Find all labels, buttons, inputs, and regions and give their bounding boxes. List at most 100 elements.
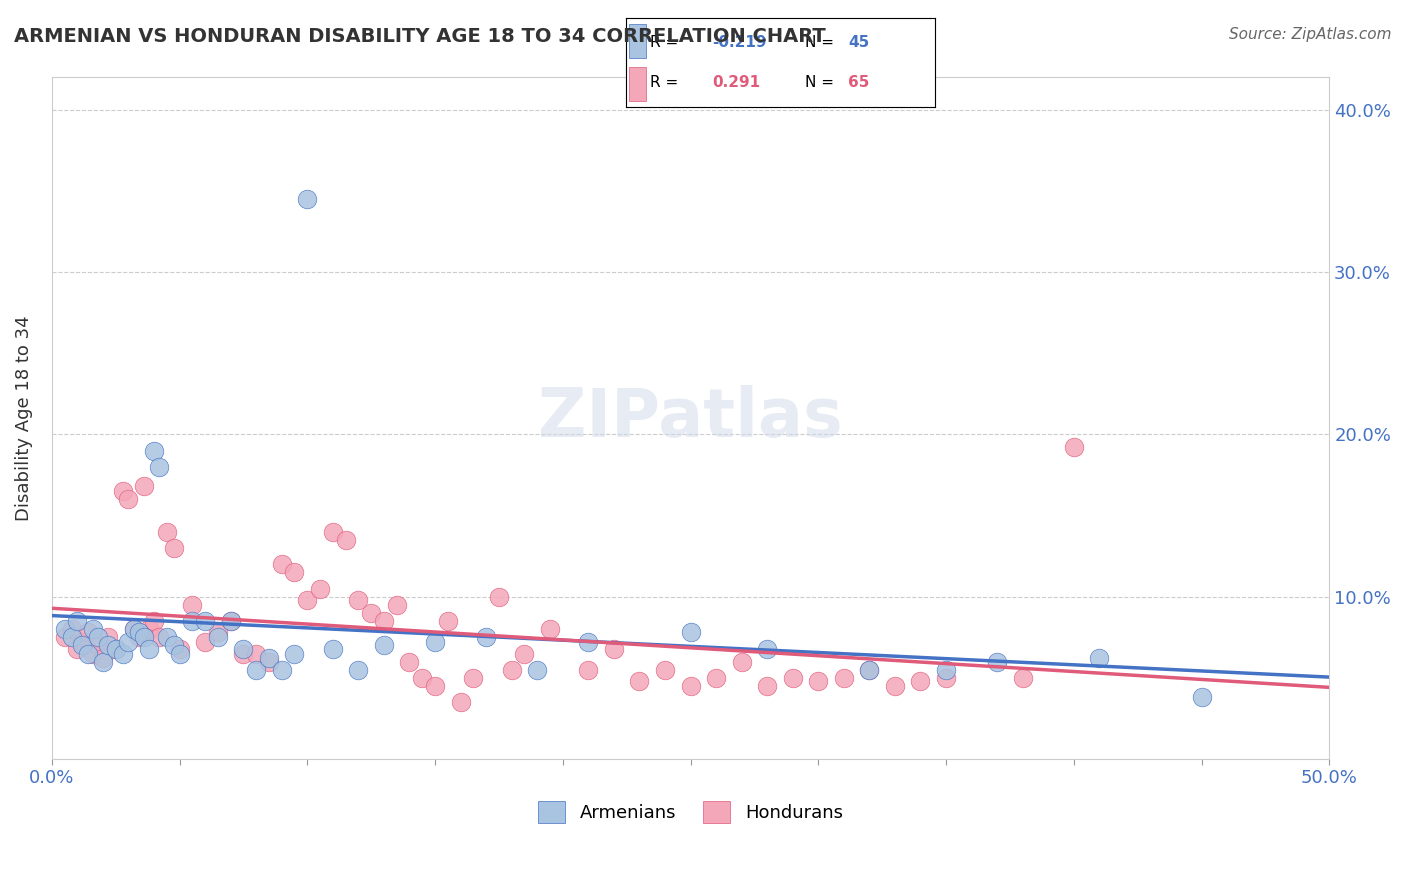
Point [782,671,804,685]
Point [283,566,305,580]
Text: ZIPatlas: ZIPatlas [538,385,842,451]
Point [283,647,305,661]
Point [148,459,170,474]
Point [112,647,135,661]
Text: N =: N = [806,36,839,50]
Point [501,663,523,677]
Point [986,655,1008,669]
Point [128,630,150,644]
Point [347,663,370,677]
Text: N =: N = [806,75,839,89]
Point [128,625,150,640]
Y-axis label: Disability Age 18 to 34: Disability Age 18 to 34 [15,316,32,521]
Point [576,663,599,677]
Point [122,622,145,636]
Point [270,558,292,572]
Point [122,622,145,636]
Point [679,625,702,640]
Point [730,655,752,669]
Point [858,663,880,677]
Point [169,641,191,656]
Point [373,614,395,628]
Point [756,679,779,693]
Point [858,663,880,677]
Point [87,630,110,644]
Legend: Armenians, Hondurans: Armenians, Hondurans [529,792,852,831]
Point [475,630,498,644]
Point [163,541,186,555]
Point [270,663,292,677]
Point [66,641,89,656]
Point [411,671,433,685]
Point [488,590,510,604]
Point [347,593,370,607]
Point [232,647,254,661]
Text: Source: ZipAtlas.com: Source: ZipAtlas.com [1229,27,1392,42]
Point [142,614,165,628]
Point [53,622,76,636]
Text: ARMENIAN VS HONDURAN DISABILITY AGE 18 TO 34 CORRELATION CHART: ARMENIAN VS HONDURAN DISABILITY AGE 18 T… [14,27,825,45]
Text: 65: 65 [848,75,870,89]
Point [297,192,319,206]
Point [53,630,76,644]
Point [257,655,280,669]
Point [194,635,217,649]
Point [91,651,114,665]
Text: R =: R = [651,36,683,50]
FancyBboxPatch shape [628,24,645,58]
Point [297,593,319,607]
Point [72,639,94,653]
Point [538,622,561,636]
Point [232,641,254,656]
Point [138,622,160,636]
Point [436,614,458,628]
Point [117,635,139,649]
Text: 45: 45 [848,36,870,50]
Point [169,647,191,661]
Point [335,533,357,547]
Point [97,639,120,653]
Point [603,641,626,656]
Point [245,663,267,677]
Point [309,582,332,596]
Point [181,598,204,612]
Point [207,630,229,644]
Point [450,695,472,709]
Point [679,679,702,693]
Point [360,606,382,620]
Point [883,679,905,693]
Point [112,484,135,499]
Point [385,598,408,612]
Point [935,671,957,685]
Point [148,630,170,644]
Point [163,639,186,653]
Point [1088,651,1111,665]
Point [72,635,94,649]
Point [219,614,242,628]
Point [1191,690,1213,705]
Text: 0.291: 0.291 [713,75,761,89]
Point [1063,441,1085,455]
Point [60,630,83,644]
Point [423,679,446,693]
Point [513,647,536,661]
Point [245,647,267,661]
Point [132,630,155,644]
Point [654,663,676,677]
Point [704,671,727,685]
Point [76,647,98,661]
Point [66,614,89,628]
Point [207,625,229,640]
Point [132,479,155,493]
Point [398,655,420,669]
Point [82,622,104,636]
Point [1011,671,1033,685]
Point [463,671,485,685]
Point [87,639,110,653]
Point [373,639,395,653]
Point [423,635,446,649]
Point [91,655,114,669]
Point [194,614,217,628]
Point [156,524,179,539]
Point [142,443,165,458]
